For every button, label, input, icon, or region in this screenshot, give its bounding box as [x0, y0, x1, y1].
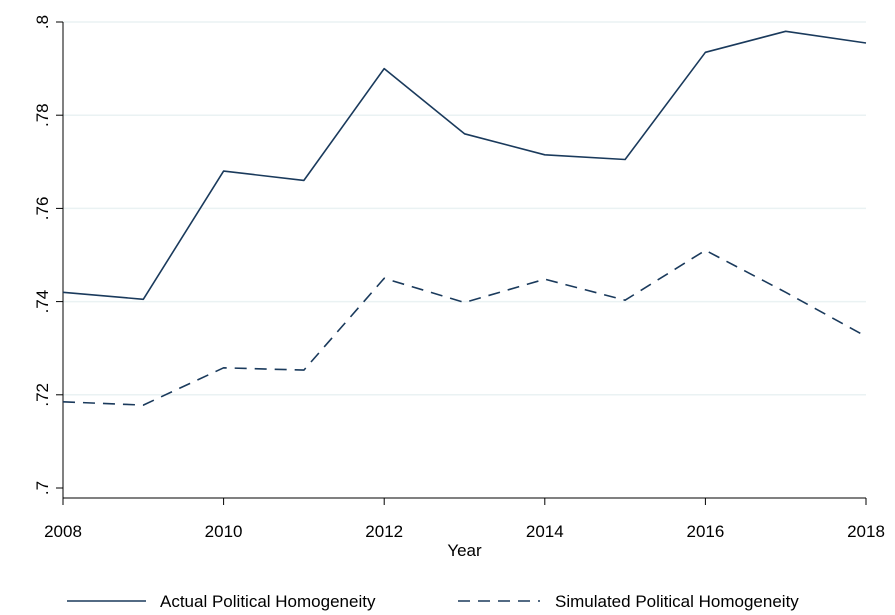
- y-tick-label: .7: [33, 481, 52, 495]
- series-line-actual: [62, 30, 867, 301]
- series-lines: [62, 30, 867, 406]
- legend-label: Actual Political Homogeneity: [160, 592, 376, 611]
- y-tick-label: .8: [33, 15, 52, 29]
- y-tick-label: .76: [33, 197, 52, 221]
- axes: [62, 22, 866, 499]
- x-tick-label: 2012: [365, 522, 403, 541]
- gridlines: [63, 21, 866, 396]
- y-tick-label: .74: [33, 290, 52, 314]
- x-tick-label: 2014: [526, 522, 564, 541]
- legend-label: Simulated Political Homogeneity: [555, 592, 799, 611]
- x-axis-ticks: 2008 2010 2012 2014 2016 2018: [44, 498, 885, 541]
- series-line-simulated: [62, 249, 867, 406]
- x-axis-title: Year: [447, 541, 482, 560]
- x-tick-label: 2016: [686, 522, 724, 541]
- x-tick-label: 2018: [847, 522, 885, 541]
- legend: Actual Political Homogeneity Simulated Po…: [67, 592, 799, 611]
- y-tick-label: .72: [33, 383, 52, 407]
- x-tick-label: 2010: [205, 522, 243, 541]
- y-tick-label: .78: [33, 103, 52, 127]
- y-axis-ticks: .7 .72 .74 .76 .78 .8: [33, 15, 63, 495]
- x-tick-label: 2008: [44, 522, 82, 541]
